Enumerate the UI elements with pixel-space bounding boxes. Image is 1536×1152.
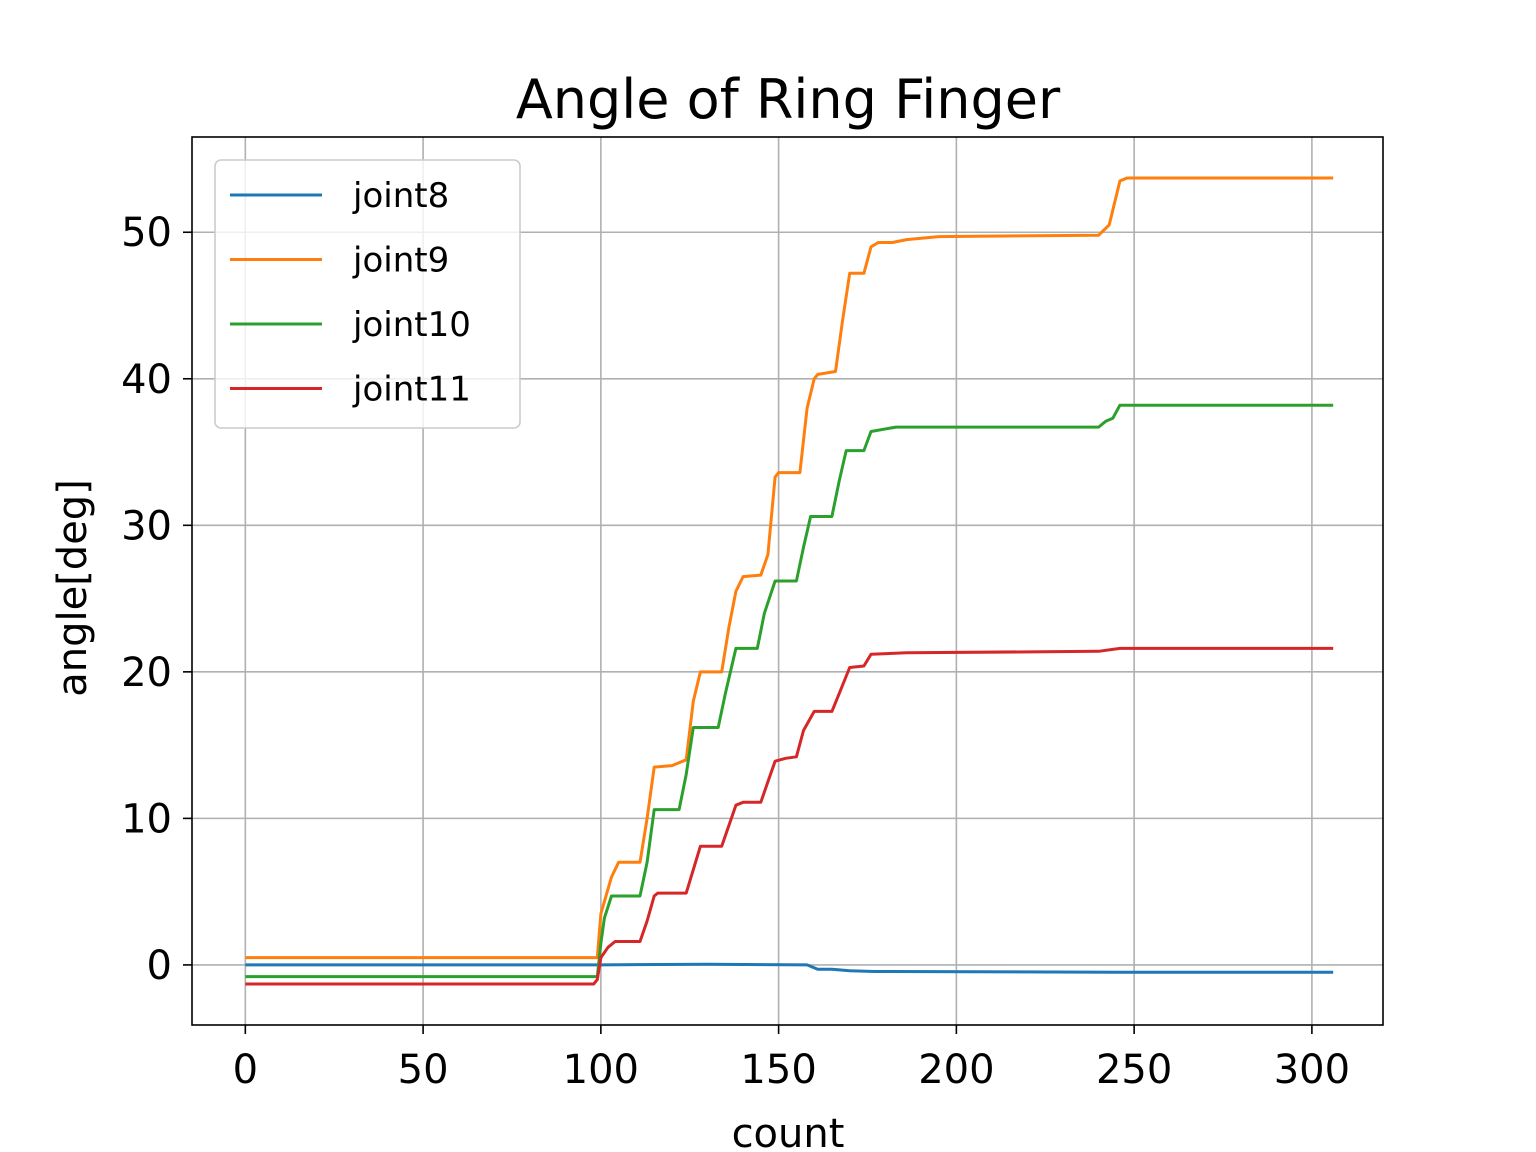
- x-tick-label: 0: [233, 1047, 258, 1093]
- x-tick-label: 200: [918, 1047, 994, 1093]
- plot-frame: [191, 136, 1384, 1026]
- y-tick-label: 50: [121, 210, 172, 256]
- series-line-joint11: [245, 646, 1334, 986]
- series-line-joint9: [245, 176, 1334, 960]
- x-axis-label: count: [732, 1111, 845, 1152]
- x-tick-label: 50: [398, 1047, 449, 1093]
- legend-label-joint9: joint9: [352, 241, 449, 281]
- x-tick-label: 300: [1274, 1047, 1350, 1093]
- y-tick-label: 10: [121, 796, 172, 842]
- y-tick-label: 30: [121, 503, 172, 549]
- axis-ticks: 0 50 100 150 200 250 300 0 10 20 30 40 50: [121, 210, 1350, 1093]
- x-tick-label: 250: [1096, 1047, 1172, 1093]
- y-tick-label: 40: [121, 357, 172, 403]
- x-tick-label: 100: [563, 1047, 639, 1093]
- y-tick-label: 0: [147, 943, 172, 989]
- series-lines: [245, 176, 1334, 986]
- y-axis-label: angle[deg]: [50, 479, 96, 697]
- series-line-joint10: [245, 403, 1334, 979]
- legend-label-joint11: joint11: [352, 370, 471, 410]
- legend: joint8 joint9 joint10 joint11: [214, 159, 521, 429]
- y-tick-label: 20: [121, 650, 172, 696]
- legend-label-joint10: joint10: [352, 305, 471, 345]
- chart-title: Angle of Ring Finger: [516, 68, 1061, 131]
- legend-label-joint8: joint8: [352, 176, 449, 216]
- x-tick-label: 150: [740, 1047, 816, 1093]
- legend-box: [214, 159, 521, 429]
